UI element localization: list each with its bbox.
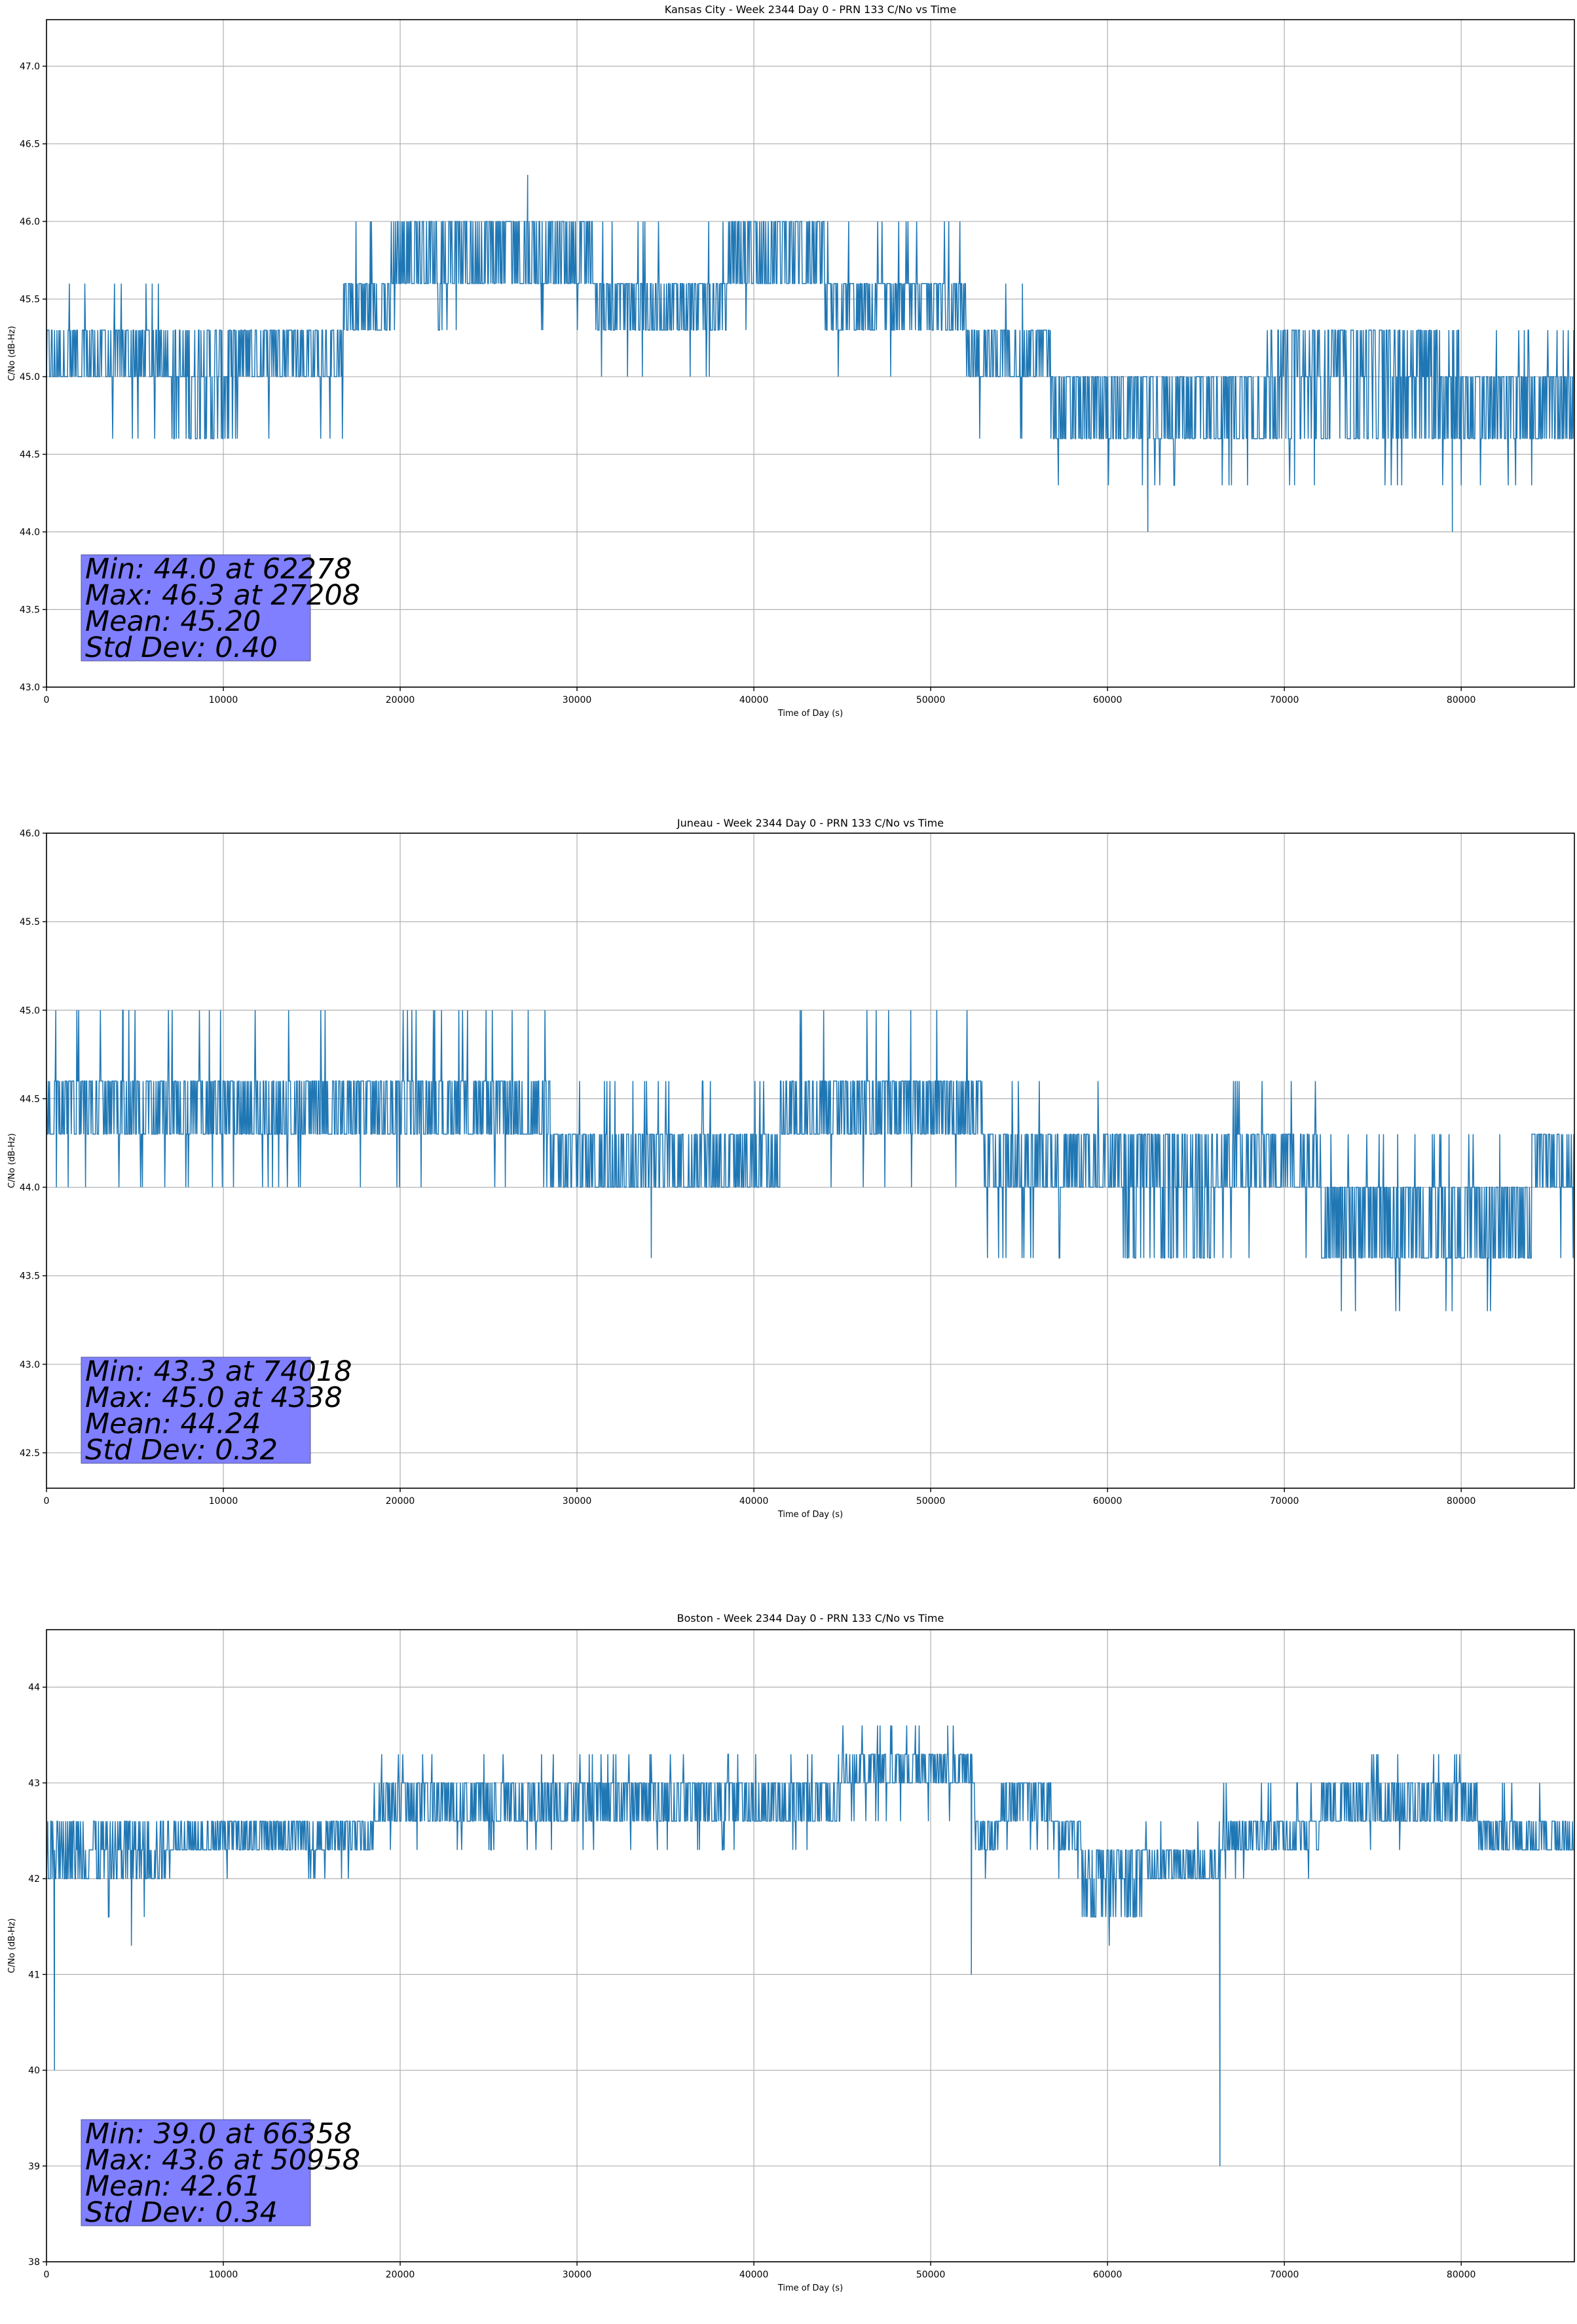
x-tick-label: 0 xyxy=(44,1496,50,1507)
y-tick-label: 44.0 xyxy=(20,1183,40,1193)
y-tick-label: 44 xyxy=(28,1683,40,1693)
y-tick-label: 45.0 xyxy=(20,372,40,383)
y-tick-label: 44.5 xyxy=(20,1094,40,1104)
y-tick-label: 38 xyxy=(28,2257,40,2268)
plot-frame xyxy=(46,19,1575,688)
x-tick-label: 30000 xyxy=(563,2270,592,2280)
stats-line: Mean: 45.20 xyxy=(85,605,261,638)
chart-title: Boston - Week 2344 Day 0 - PRN 133 C/No … xyxy=(677,1612,944,1624)
x-tick-label: 70000 xyxy=(1270,2270,1299,2280)
x-tick-label: 80000 xyxy=(1447,1496,1476,1507)
x-tick-label: 20000 xyxy=(386,2270,415,2280)
x-tick-label: 50000 xyxy=(916,2270,946,2280)
y-tick-label: 43.0 xyxy=(20,683,40,693)
x-tick-label: 0 xyxy=(44,695,50,705)
y-tick-label: 45.5 xyxy=(20,295,40,305)
plot-frame xyxy=(46,833,1575,1489)
x-tick-label: 70000 xyxy=(1270,1496,1299,1507)
y-tick-label: 46.0 xyxy=(20,829,40,839)
x-tick-label: 70000 xyxy=(1270,695,1299,705)
stats-line: Std Dev: 0.40 xyxy=(85,631,278,664)
x-tick-label: 40000 xyxy=(739,1496,769,1507)
stats-line: Mean: 44.24 xyxy=(85,1408,261,1440)
y-tick-label: 42.5 xyxy=(20,1448,40,1459)
stats-line: Mean: 42.61 xyxy=(85,2170,261,2203)
x-tick-label: 30000 xyxy=(563,695,592,705)
y-axis-label: C/No (dB-Hz) xyxy=(7,1919,17,1974)
y-tick-label: 44.0 xyxy=(20,527,40,538)
stats-line: Std Dev: 0.34 xyxy=(85,2196,278,2229)
plot-frame xyxy=(46,1629,1575,2262)
x-tick-label: 40000 xyxy=(739,2270,769,2280)
stats-line: Min: 39.0 at 66358 xyxy=(85,2118,352,2150)
y-tick-label: 43 xyxy=(28,1778,40,1789)
stats-line: Max: 43.6 at 50958 xyxy=(85,2144,360,2177)
stats-line: Std Dev: 0.32 xyxy=(85,1434,278,1467)
x-tick-label: 50000 xyxy=(916,695,946,705)
x-tick-label: 50000 xyxy=(916,1496,946,1507)
stats-box xyxy=(81,554,311,662)
stats-box xyxy=(81,2119,311,2226)
x-axis-label: Time of Day (s) xyxy=(777,709,843,719)
y-tick-label: 47.0 xyxy=(20,62,40,72)
data-series-line xyxy=(46,174,1574,533)
x-tick-label: 20000 xyxy=(386,1496,415,1507)
chart-0: 0 10000 20000 30000 40000 50000 60000 70000 8000… xyxy=(7,3,1575,719)
x-tick-label: 80000 xyxy=(1447,2270,1476,2280)
stats-line: Min: 44.0 at 62278 xyxy=(85,553,352,586)
x-tick-label: 60000 xyxy=(1093,2270,1122,2280)
y-tick-label: 46.5 xyxy=(20,140,40,150)
y-tick-label: 43.5 xyxy=(20,1271,40,1282)
y-axis-label: C/No (dB-Hz) xyxy=(7,1133,17,1188)
chart-1: 0 10000 20000 30000 40000 50000 60000 70000 8000… xyxy=(7,817,1575,1520)
y-tick-label: 44.5 xyxy=(20,450,40,460)
y-axis-label: C/No (dB-Hz) xyxy=(7,326,17,381)
y-tick-label: 41 xyxy=(28,1970,40,1980)
y-tick-label: 43.5 xyxy=(20,605,40,616)
x-tick-label: 10000 xyxy=(209,2270,238,2280)
stats-box xyxy=(81,1357,311,1464)
y-tick-label: 39 xyxy=(28,2162,40,2172)
stats-line: Max: 46.3 at 27208 xyxy=(85,579,360,612)
x-axis-label: Time of Day (s) xyxy=(777,2283,843,2293)
x-tick-label: 40000 xyxy=(739,695,769,705)
x-tick-label: 20000 xyxy=(386,695,415,705)
x-tick-label: 10000 xyxy=(209,1496,238,1507)
x-tick-label: 60000 xyxy=(1093,1496,1122,1507)
y-tick-label: 46.0 xyxy=(20,217,40,227)
x-tick-label: 30000 xyxy=(563,1496,592,1507)
y-tick-label: 40 xyxy=(28,2066,40,2076)
chart-title: Kansas City - Week 2344 Day 0 - PRN 133 … xyxy=(665,3,956,16)
y-tick-label: 42 xyxy=(28,1874,40,1884)
data-series-line xyxy=(46,1009,1574,1311)
y-tick-label: 43.0 xyxy=(20,1360,40,1370)
x-tick-label: 60000 xyxy=(1093,695,1122,705)
stats-line: Max: 45.0 at 4338 xyxy=(85,1381,343,1414)
y-tick-label: 45.5 xyxy=(20,917,40,928)
chart-2: 0 10000 20000 30000 40000 50000 60000 70000 8000… xyxy=(7,1612,1575,2293)
x-tick-label: 0 xyxy=(44,2270,50,2280)
stats-line: Min: 43.3 at 74018 xyxy=(85,1355,352,1388)
x-tick-label: 10000 xyxy=(209,695,238,705)
y-tick-label: 45.0 xyxy=(20,1005,40,1016)
chart-title: Juneau - Week 2344 Day 0 - PRN 133 C/No … xyxy=(677,817,944,829)
x-axis-label: Time of Day (s) xyxy=(777,1510,843,1520)
x-tick-label: 80000 xyxy=(1447,695,1476,705)
data-series-line xyxy=(46,1725,1574,2166)
